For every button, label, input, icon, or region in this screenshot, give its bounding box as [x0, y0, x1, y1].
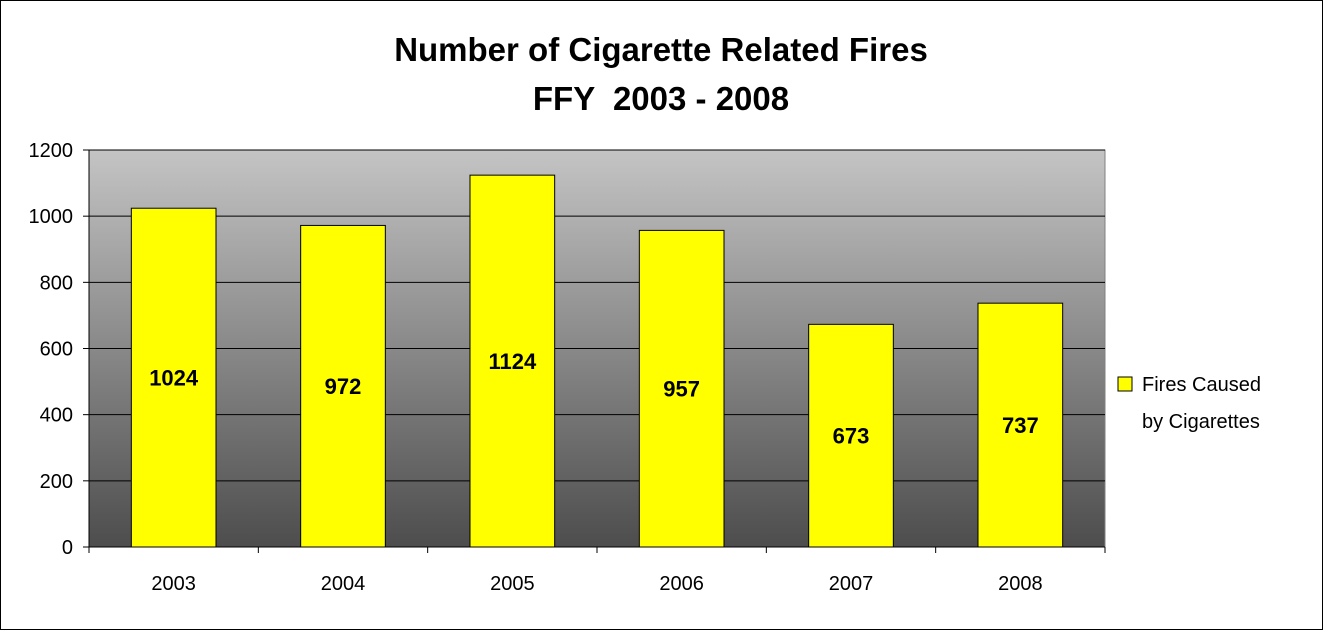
legend-label-line2: by Cigarettes: [1142, 411, 1260, 433]
y-tick-label: 600: [40, 339, 73, 361]
x-tick-labels: 2003 2004 2005 2006 2007 2008: [151, 573, 1042, 595]
y-tick-label: 1000: [29, 206, 74, 228]
bar-2004: [300, 224, 386, 548]
chart-subtitle: FFY 2003 - 2008: [533, 80, 789, 117]
bar-2006: [638, 229, 725, 548]
x-tick-label-2008: 2008: [998, 573, 1043, 595]
y-tick-labels: 0 200 400 600 800 1000 1200: [29, 140, 74, 559]
legend-swatch: [1117, 376, 1133, 392]
legend: Fires Caused by Cigarettes: [1117, 374, 1261, 433]
data-labels: 1024 972 1124 957 673 737: [149, 349, 1039, 449]
chart-title: Number of Cigarette Related Fires: [394, 31, 928, 68]
y-tick-label: 800: [40, 272, 73, 294]
bar-2007: [808, 323, 894, 548]
legend-label-line1: Fires Caused: [1142, 374, 1261, 396]
y-tick-label: 0: [62, 537, 73, 559]
bar-2008: [977, 302, 1064, 548]
gridlines: [89, 149, 1105, 482]
data-label-2005: 1124: [488, 349, 536, 374]
y-tick-label: 400: [40, 405, 73, 427]
x-tick-label-2007: 2007: [829, 573, 874, 595]
axes: [83, 149, 1106, 553]
data-label-2007: 673: [833, 424, 870, 449]
data-label-2008: 737: [1002, 413, 1039, 438]
data-label-2004: 972: [325, 374, 362, 399]
bar-2003: [130, 207, 217, 548]
bars: [130, 174, 1064, 548]
y-tick-label: 200: [40, 471, 73, 493]
bar-2005: [469, 174, 556, 548]
data-label-2003: 1024: [149, 366, 199, 391]
x-tick-label-2004: 2004: [321, 573, 366, 595]
data-label-2006: 957: [663, 377, 700, 402]
x-tick-label-2005: 2005: [490, 573, 535, 595]
y-tick-label: 1200: [29, 140, 74, 162]
x-tick-label-2006: 2006: [659, 573, 704, 595]
x-tick-label-2003: 2003: [151, 573, 196, 595]
